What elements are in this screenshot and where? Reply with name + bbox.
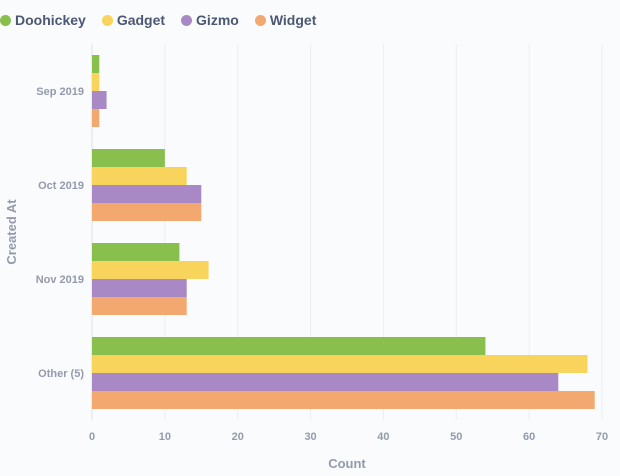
bar-gadget [92, 355, 588, 373]
x-tick-label: 30 [304, 431, 316, 443]
legend-swatch [254, 14, 266, 26]
x-tick-label: 50 [450, 431, 462, 443]
y-tick-label: Oct 2019 [38, 180, 84, 192]
bar-gadget [92, 261, 209, 279]
x-tick-label: 20 [232, 431, 244, 443]
x-axis-title: Count [328, 456, 366, 471]
bar-gizmo [92, 91, 107, 109]
bar-widget [92, 297, 187, 315]
x-tick-label: 70 [596, 431, 608, 443]
bar-gadget [92, 73, 100, 91]
bar-gizmo [92, 185, 202, 203]
bar-doohickey [92, 149, 165, 167]
bar-doohickey [92, 243, 180, 261]
x-tick-label: 40 [377, 431, 389, 443]
legend-label: Gadget [116, 12, 166, 28]
legend-label: Gizmo [196, 12, 239, 28]
legend-swatch [181, 14, 193, 26]
legend-label: Widget [269, 12, 317, 28]
bar-gizmo [92, 373, 559, 391]
bar-widget [92, 109, 100, 127]
bar-doohickey [92, 337, 486, 355]
y-tick-label: Sep 2019 [36, 86, 84, 98]
legend-swatch [101, 14, 113, 26]
legend-item-doohickey[interactable]: Doohickey [0, 12, 86, 28]
x-tick-label: 10 [159, 431, 171, 443]
y-axis-title: Created At [4, 199, 19, 265]
bar-widget [92, 391, 595, 409]
legend: Doohickey Gadget Gizmo Widget [0, 9, 332, 31]
bar-gadget [92, 167, 187, 185]
x-tick-label: 0 [89, 431, 95, 443]
legend-label: Doohickey [15, 12, 86, 28]
legend-item-gadget[interactable]: Gadget [101, 12, 166, 28]
legend-item-gizmo[interactable]: Gizmo [181, 12, 239, 28]
x-tick-label: 60 [523, 431, 535, 443]
bar-gizmo [92, 279, 187, 297]
legend-swatch [0, 14, 11, 26]
legend-item-widget[interactable]: Widget [254, 12, 317, 28]
y-tick-label: Other (5) [38, 368, 84, 380]
y-tick-label: Nov 2019 [36, 274, 84, 286]
bar-widget [92, 203, 202, 221]
bar-doohickey [92, 55, 100, 73]
